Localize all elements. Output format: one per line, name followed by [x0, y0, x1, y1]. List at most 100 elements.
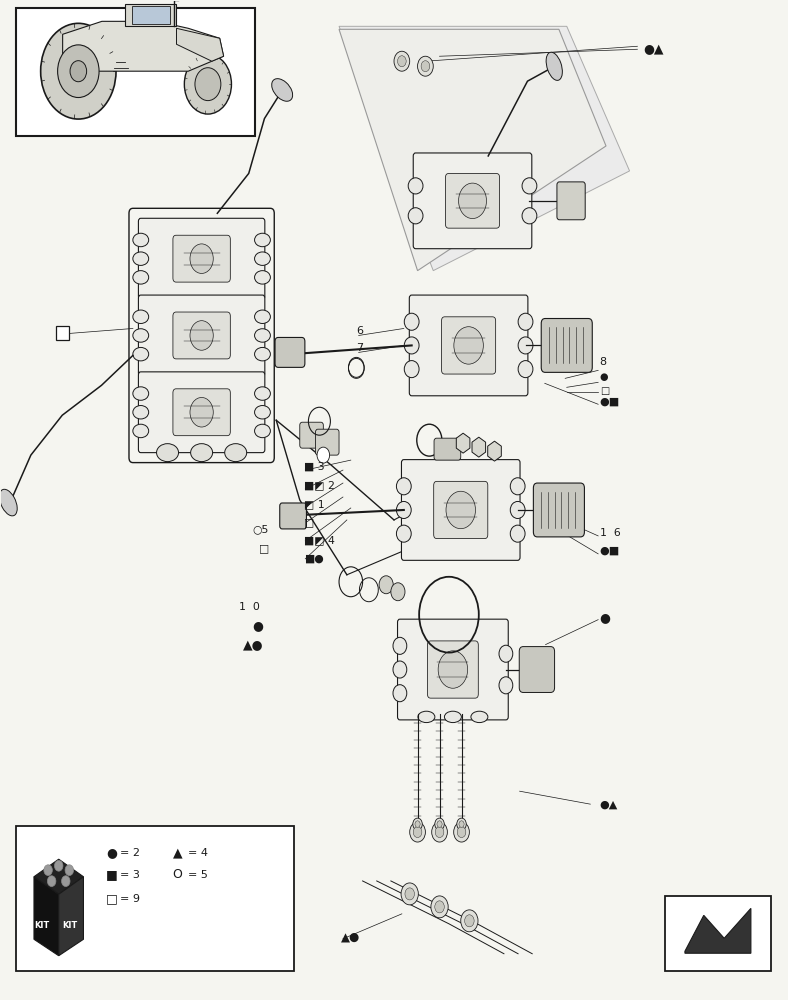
Text: ●: ●	[106, 847, 117, 860]
Bar	[16, 826, 294, 971]
Ellipse shape	[255, 329, 270, 342]
Ellipse shape	[511, 525, 525, 542]
Text: = 5: = 5	[188, 870, 208, 880]
Circle shape	[195, 68, 221, 101]
Ellipse shape	[511, 478, 525, 495]
FancyBboxPatch shape	[173, 312, 230, 359]
Polygon shape	[62, 21, 224, 71]
Ellipse shape	[444, 711, 461, 723]
Circle shape	[432, 822, 448, 842]
Circle shape	[413, 827, 422, 838]
FancyBboxPatch shape	[139, 218, 265, 299]
Circle shape	[184, 54, 232, 114]
Text: ○5: ○5	[253, 524, 269, 534]
Text: ■◩ 4: ■◩ 4	[303, 535, 335, 545]
Circle shape	[461, 910, 478, 932]
FancyBboxPatch shape	[280, 503, 307, 529]
Ellipse shape	[404, 313, 419, 330]
Circle shape	[454, 327, 483, 364]
Ellipse shape	[133, 329, 149, 342]
Text: ■●: ■●	[303, 554, 323, 564]
Ellipse shape	[191, 444, 213, 462]
Circle shape	[418, 56, 433, 76]
Ellipse shape	[133, 387, 149, 400]
Circle shape	[454, 822, 470, 842]
Ellipse shape	[519, 361, 533, 378]
Ellipse shape	[546, 52, 563, 80]
Ellipse shape	[0, 489, 17, 516]
Circle shape	[459, 183, 486, 219]
Text: □: □	[600, 386, 609, 396]
Text: O: O	[173, 868, 183, 881]
FancyBboxPatch shape	[139, 372, 265, 453]
Circle shape	[435, 818, 444, 830]
Polygon shape	[125, 4, 177, 26]
Circle shape	[394, 51, 410, 71]
Ellipse shape	[511, 501, 525, 518]
Ellipse shape	[393, 637, 407, 654]
Ellipse shape	[396, 501, 411, 518]
FancyBboxPatch shape	[541, 319, 593, 372]
Text: ▲: ▲	[173, 847, 182, 860]
Circle shape	[437, 821, 442, 827]
FancyBboxPatch shape	[275, 337, 305, 367]
FancyBboxPatch shape	[173, 235, 230, 282]
Ellipse shape	[408, 178, 423, 194]
Circle shape	[457, 818, 466, 830]
Text: □: □	[106, 892, 117, 905]
FancyBboxPatch shape	[397, 619, 508, 720]
Circle shape	[405, 888, 414, 900]
FancyBboxPatch shape	[433, 481, 488, 539]
Text: KIT: KIT	[35, 921, 50, 930]
Text: ●: ●	[600, 372, 608, 382]
Text: = 3: = 3	[120, 870, 139, 880]
Ellipse shape	[393, 685, 407, 702]
Text: ■: ■	[106, 868, 117, 881]
Text: 8: 8	[600, 357, 607, 367]
Circle shape	[391, 583, 405, 601]
Text: = 9: = 9	[120, 894, 140, 904]
Ellipse shape	[499, 645, 513, 662]
FancyBboxPatch shape	[533, 483, 585, 537]
Ellipse shape	[133, 310, 149, 323]
Ellipse shape	[522, 208, 537, 224]
Polygon shape	[472, 437, 485, 457]
Text: ■ 3: ■ 3	[303, 462, 325, 472]
Text: ●: ●	[253, 619, 263, 632]
Text: ◩ 1: ◩ 1	[303, 499, 325, 509]
Polygon shape	[339, 26, 630, 271]
Ellipse shape	[522, 178, 537, 194]
Ellipse shape	[396, 525, 411, 542]
Ellipse shape	[255, 406, 270, 419]
Text: ●▲: ●▲	[600, 799, 618, 809]
Text: = 4: = 4	[188, 848, 208, 858]
Polygon shape	[177, 28, 224, 61]
Circle shape	[410, 822, 426, 842]
Ellipse shape	[133, 347, 149, 361]
Circle shape	[61, 876, 70, 887]
Circle shape	[413, 818, 422, 830]
Circle shape	[431, 896, 448, 918]
Ellipse shape	[225, 444, 247, 462]
Ellipse shape	[272, 79, 292, 101]
Ellipse shape	[255, 233, 270, 247]
Polygon shape	[34, 877, 59, 956]
Circle shape	[65, 865, 73, 876]
Ellipse shape	[519, 337, 533, 354]
Ellipse shape	[255, 310, 270, 323]
Text: ●▲: ●▲	[644, 43, 664, 56]
FancyBboxPatch shape	[401, 460, 520, 560]
Ellipse shape	[408, 208, 423, 224]
Ellipse shape	[157, 444, 179, 462]
FancyBboxPatch shape	[139, 295, 265, 376]
FancyBboxPatch shape	[299, 422, 323, 448]
Ellipse shape	[404, 337, 419, 354]
Ellipse shape	[499, 677, 513, 694]
FancyBboxPatch shape	[445, 174, 500, 228]
Circle shape	[415, 821, 420, 827]
Bar	[16, 8, 255, 136]
FancyBboxPatch shape	[413, 153, 532, 249]
Circle shape	[190, 397, 214, 427]
Ellipse shape	[255, 347, 270, 361]
Circle shape	[397, 56, 406, 67]
